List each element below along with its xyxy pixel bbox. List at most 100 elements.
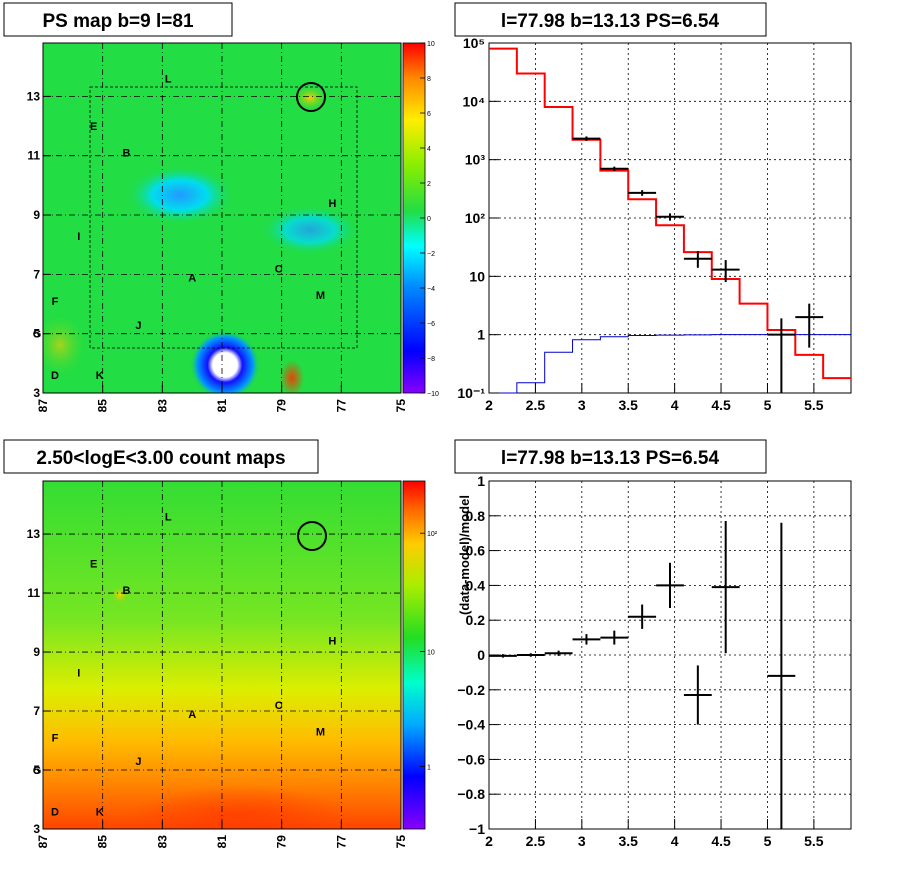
- map-y-tick-label: 3: [33, 386, 40, 400]
- spectrum-x-tick-label: 2: [485, 397, 493, 413]
- map-x-tick-label: 79: [275, 835, 289, 849]
- source-label: L: [165, 511, 172, 523]
- colorbar-tick-label: 6: [427, 111, 431, 118]
- count-map-x-axis: 87 85 83 81 79 77 75: [36, 821, 408, 848]
- source-label: D: [51, 370, 59, 382]
- map-y-tick-label: 5: [33, 327, 40, 341]
- map-x-tick-label: 79: [275, 399, 289, 413]
- colorbar-tick-label: −6: [427, 321, 435, 328]
- residual-x-tick-label: 4: [671, 833, 679, 849]
- spectrum-x-axis: 2 2.5 3 3.5 4 4.5 5 5.5: [485, 383, 824, 413]
- source-label: M: [316, 290, 325, 302]
- count-map-title: 2.50<logE<3.00 count maps: [36, 448, 285, 469]
- map-x-tick-label: 87: [36, 835, 50, 849]
- source-label: G: [33, 329, 42, 341]
- source-label: I: [77, 668, 80, 680]
- colorbar-tick-label: 10: [427, 650, 435, 657]
- ps-map-source-labels: L E B H I A C M F J G D K: [33, 74, 337, 383]
- residual-y-axis: 1 0.8 0.6 0.4 0.2 0 −0.2 −0.4 −0.6 −0.8 −1: [457, 473, 499, 837]
- source-label: A: [188, 709, 196, 721]
- residual-y-tick-label: −0.2: [457, 682, 485, 698]
- spectrum-x-tick-label: 3.5: [618, 397, 638, 413]
- ps-map-title-box: PS map b=9 l=81: [3, 2, 233, 37]
- count-map-title-box: 2.50<logE<3.00 count maps: [3, 439, 319, 474]
- source-label: C: [275, 700, 283, 712]
- count-map-grid: [43, 481, 401, 829]
- residual-y-tick-label: −0.4: [457, 717, 485, 733]
- spectrum-y-tick-label: 10²: [465, 210, 486, 226]
- source-label: K: [96, 370, 104, 382]
- colorbar-tick-label: −8: [427, 356, 435, 363]
- source-label: L: [165, 74, 172, 86]
- ps-map-colorbar-ticks: 10 8 6 4 2 0 −2 −4 −6 −8 −10: [420, 41, 439, 398]
- ps-map-grid: [43, 43, 401, 393]
- count-map-source-labels: L E B H I A C M F J G D K: [33, 511, 337, 818]
- count-map-colorbar-ticks: 10² 10 1: [420, 531, 438, 771]
- map-x-tick-label: 75: [394, 399, 408, 413]
- spectrum-x-tick-label: 4.5: [711, 397, 731, 413]
- map-x-tick-label: 77: [334, 399, 348, 413]
- map-y-tick-label: 7: [33, 704, 40, 718]
- map-x-tick-label: 85: [96, 835, 110, 849]
- source-label: K: [96, 806, 104, 818]
- count-map-source-circle: [297, 521, 327, 551]
- residual-x-tick-label: 2: [485, 833, 493, 849]
- residual-title: l=77.98 b=13.13 PS=6.54: [501, 448, 720, 469]
- spectrum-x-tick-label: 3: [578, 397, 586, 413]
- ps-map-x-axis: 87 85 83 81 79 77 75: [36, 385, 408, 412]
- residual-y-tick-label: −0.8: [457, 786, 485, 802]
- spectrum-title-box: l=77.98 b=13.13 PS=6.54: [454, 2, 767, 37]
- spectrum-y-tick-label: 10⁴: [463, 93, 486, 109]
- map-x-tick-label: 75: [394, 835, 408, 849]
- spectrum-title: l=77.98 b=13.13 PS=6.54: [501, 11, 720, 32]
- residual-y-tick-label: −1: [469, 821, 485, 837]
- colorbar-tick-label: −10: [427, 391, 439, 398]
- source-label: F: [52, 733, 59, 745]
- residual-points: [489, 521, 796, 829]
- colorbar-tick-label: 2: [427, 181, 431, 188]
- count-map-y-axis: 13 11 9 7 5 3: [27, 527, 51, 836]
- spectrum-model-line: [489, 47, 851, 380]
- map-y-tick-label: 9: [33, 208, 40, 222]
- ps-map-source-circle: [296, 82, 326, 112]
- map-x-tick-label: 81: [215, 835, 229, 849]
- residual-title-box: l=77.98 b=13.13 PS=6.54: [454, 439, 767, 474]
- source-label: F: [52, 296, 59, 308]
- source-label: E: [90, 121, 97, 133]
- spectrum-background-line: [489, 334, 851, 394]
- map-x-tick-label: 83: [155, 399, 169, 413]
- residual-x-tick-label: 5: [764, 833, 772, 849]
- residual-x-tick-label: 5.5: [804, 833, 824, 849]
- residual-y-tick-label: 0.4: [466, 577, 486, 593]
- residual-y-axis-label: (data-model)/model: [457, 495, 472, 615]
- spectrum-x-tick-label: 2.5: [526, 397, 546, 413]
- residual-panel: 2 2.5 3 3.5 4 4.5 5 5.5 1 0.8 0.6 0.4 0.2 0 −0.2 −0.4 −…: [454, 439, 852, 849]
- colorbar-tick-label: −2: [427, 251, 435, 258]
- colorbar-tick-label: 10²: [427, 531, 438, 538]
- colorbar-tick-label: 8: [427, 76, 431, 83]
- source-label: E: [90, 559, 97, 571]
- colorbar-tick-label: 4: [427, 146, 431, 153]
- residual-y-tick-label: 0.2: [466, 612, 486, 628]
- spectrum-x-tick-label: 5.5: [804, 397, 824, 413]
- source-label: H: [328, 198, 336, 210]
- source-label: C: [275, 263, 283, 275]
- spectrum-y-tick-label: 10: [469, 268, 485, 284]
- count-map-colorbar: [402, 480, 426, 830]
- ps-map-roi-box: [89, 86, 358, 349]
- residual-y-tick-label: 0: [477, 647, 485, 663]
- spectrum-x-tick-label: 4: [671, 397, 679, 413]
- map-x-tick-label: 87: [36, 399, 50, 413]
- map-y-tick-label: 13: [27, 89, 41, 103]
- colorbar-tick-label: 10: [427, 41, 435, 48]
- map-x-tick-label: 81: [215, 399, 229, 413]
- source-label: G: [33, 765, 42, 777]
- spectrum-y-tick-label: 1: [477, 327, 485, 343]
- spectrum-y-tick-label: 10⁵: [463, 35, 485, 51]
- colorbar-tick-label: −4: [427, 286, 435, 293]
- source-label: I: [77, 231, 80, 243]
- residual-x-tick-label: 3.5: [618, 833, 638, 849]
